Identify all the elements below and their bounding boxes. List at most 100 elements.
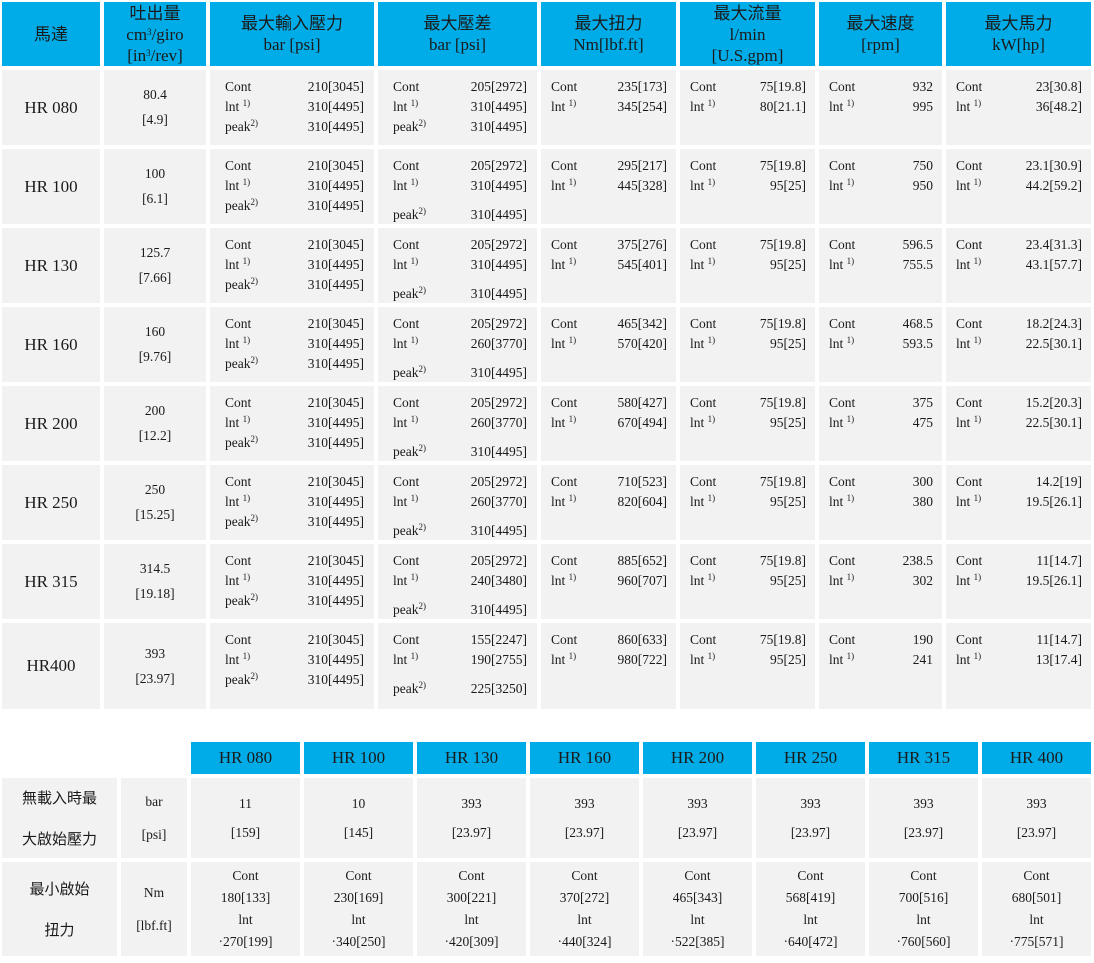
spec-line-value: 205[2972]	[470, 316, 527, 331]
model-header-cell: HR 315	[869, 742, 978, 774]
spec-line-value: 375[276]	[617, 237, 668, 252]
spec-line: Cont 860[633]	[551, 630, 667, 650]
pressure-diff-cell: Cont 205[2972] lnt 1) 310[4495] peak2) 310[44…	[378, 149, 537, 224]
spec-line: lnt 1) 95[25]	[690, 413, 806, 433]
spec-line-value: 995	[912, 99, 933, 114]
power-cell: Cont 23.4[31.3] lnt 1) 43.1[57.7]	[946, 228, 1091, 303]
spec-line-label: peak2)	[225, 671, 258, 688]
corner-blank-cell	[2, 742, 117, 774]
spec-line-label: lnt 1)	[829, 335, 855, 352]
spec-line: peak2) 310[4495]	[225, 275, 364, 295]
startup-value-line: [23.97]	[1016, 824, 1057, 840]
displacement-cell: 393 [23.97]	[104, 623, 206, 709]
spec-line-value: 95[25]	[770, 573, 806, 588]
spec-line-label: Cont	[393, 553, 420, 568]
spec-line-label: lnt 1)	[829, 98, 855, 115]
spec-line-value: 95[25]	[770, 652, 806, 667]
spec-line: lnt 1) 545[401]	[551, 255, 667, 275]
spec-line-label: Cont	[225, 395, 252, 410]
speed-cell: Cont 190 lnt 1) 241	[819, 623, 942, 709]
startup-value-cell: 393 [23.97]	[756, 778, 865, 858]
spec-line-value: 310[4495]	[307, 336, 364, 351]
model-cell: HR 200	[2, 386, 100, 461]
spec-line-label: lnt 1)	[393, 98, 419, 115]
spec-line: lnt 1) 475	[829, 413, 933, 433]
startup-value-line: 393	[913, 795, 934, 811]
startup-value-line: [23.97]	[564, 824, 605, 840]
input-pressure-cell: Cont 210[3045] lnt 1) 310[4495] peak2) 310[44…	[210, 228, 374, 303]
spec-header-cell: 最大壓差 bar [psi]	[378, 2, 537, 66]
torque-cell: Cont 465[342] lnt 1) 570[420]	[541, 307, 676, 382]
spec-line-label: lnt 1)	[551, 414, 577, 431]
startup-value-line: ·640[472]	[783, 934, 838, 949]
startup-value-cell: Cont 465[343] lnt ·522[385]	[643, 862, 752, 956]
startup-value-cell: 11 [159]	[191, 778, 300, 858]
spec-line-value: 310[4495]	[470, 523, 527, 538]
spec-line-label: Cont	[393, 158, 420, 173]
spec-line: peak2) 310[4495]	[393, 117, 527, 137]
spec-line-value: 23[30.8]	[1035, 79, 1082, 94]
spec-line-label: lnt 1)	[225, 651, 251, 668]
spec-line: lnt 1) 22.5[30.1]	[956, 334, 1082, 354]
spec-line-value: 593.5	[902, 336, 933, 351]
flow-cell: Cont 75[19.8] lnt 1) 95[25]	[680, 228, 815, 303]
startup-value-line: 393	[687, 795, 708, 811]
spec-line-value: 240[3480]	[470, 573, 527, 588]
power-cell: Cont 15.2[20.3] lnt 1) 22.5[30.1]	[946, 386, 1091, 461]
spec-line-value: 11[14.7]	[1036, 553, 1082, 568]
startup-value-line: [23.97]	[790, 824, 831, 840]
spec-line: Cont 205[2972]	[393, 393, 527, 413]
spec-line-value: 210[3045]	[307, 395, 364, 410]
model-header-cell: HR 160	[530, 742, 639, 774]
model-cell: HR 100	[2, 149, 100, 224]
startup-value-line: lnt	[351, 912, 366, 927]
spec-header-line: 最大扭力	[574, 14, 643, 33]
spec-line: lnt 1) 241	[829, 650, 933, 670]
spec-line: Cont 205[2972]	[393, 156, 527, 176]
spec-line: lnt 1) 980[722]	[551, 650, 667, 670]
spec-line-value: 310[4495]	[470, 286, 527, 301]
displacement-line: 200	[144, 403, 166, 418]
input-pressure-cell: Cont 210[3045] lnt 1) 310[4495] peak2) 310[44…	[210, 386, 374, 461]
spec-line-label: lnt 1)	[225, 414, 251, 431]
spec-line-label: peak2)	[225, 355, 258, 372]
spec-line: Cont 210[3045]	[225, 472, 364, 492]
model-cell: HR 160	[2, 307, 100, 382]
spec-line-label: peak2)	[225, 513, 258, 530]
displacement-line: 160	[144, 324, 166, 339]
spec-line-label: Cont	[690, 79, 717, 94]
spec-line-value: 932	[912, 79, 933, 94]
spec-line: lnt 1) 80[21.1]	[690, 97, 806, 117]
torque-cell: Cont 375[276] lnt 1) 545[401]	[541, 228, 676, 303]
startup-value-line: Cont	[910, 868, 937, 883]
spec-line: Cont 210[3045]	[225, 393, 364, 413]
spec-line: Cont 210[3045]	[225, 235, 364, 255]
spec-header-line: bar [psi]	[428, 35, 487, 54]
spec-line-value: 19.5[26.1]	[1025, 494, 1082, 509]
spec-header-line: 最大流量	[713, 3, 782, 23]
spec-line: lnt 1) 310[4495]	[225, 571, 364, 591]
spec-line-label: Cont	[551, 237, 578, 252]
input-pressure-cell: Cont 210[3045] lnt 1) 310[4495] peak2) 310[44…	[210, 544, 374, 619]
startup-value-cell: Cont 230[169] lnt ·340[250]	[304, 862, 413, 956]
model-header-cell: HR 250	[756, 742, 865, 774]
spec-header-line: [in3/rev]	[127, 45, 183, 65]
model-cell: HR 080	[2, 70, 100, 145]
spec-line-value: 260[3770]	[470, 336, 527, 351]
startup-value-line: lnt	[916, 912, 931, 927]
model-header-cell: HR 200	[643, 742, 752, 774]
spec-line: peak2) 310[4495]	[225, 354, 364, 374]
spec-line: lnt 1) 310[4495]	[225, 492, 364, 512]
speed-cell: Cont 238.5 lnt 1) 302	[819, 544, 942, 619]
startup-value-line: [145]	[343, 824, 374, 840]
speed-cell: Cont 750 lnt 1) 950	[819, 149, 942, 224]
spec-line: lnt 1) 345[254]	[551, 97, 667, 117]
spec-line: peak2) 225[3250]	[393, 679, 527, 699]
spec-line: peak2) 310[4495]	[393, 205, 527, 225]
model-cell: HR 130	[2, 228, 100, 303]
spec-line: Cont 75[19.8]	[690, 393, 806, 413]
spec-line: Cont 210[3045]	[225, 156, 364, 176]
spec-header-cell: 最大馬力 kW[hp]	[946, 2, 1091, 66]
startup-value-line: ·775[571]	[1009, 934, 1064, 949]
spec-line-value: 310[4495]	[470, 99, 527, 114]
